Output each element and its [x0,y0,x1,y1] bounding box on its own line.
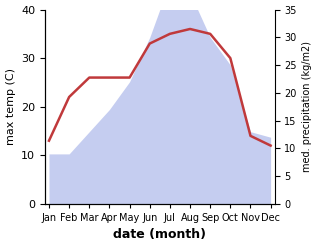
Y-axis label: max temp (C): max temp (C) [5,68,16,145]
Y-axis label: med. precipitation (kg/m2): med. precipitation (kg/m2) [302,41,313,172]
X-axis label: date (month): date (month) [113,228,206,242]
